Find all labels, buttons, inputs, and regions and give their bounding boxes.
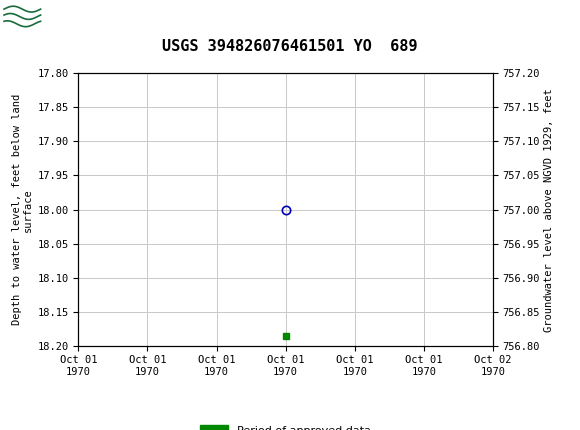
Legend: Period of approved data: Period of approved data	[196, 421, 375, 430]
Y-axis label: Depth to water level, feet below land
surface: Depth to water level, feet below land su…	[12, 94, 33, 325]
Y-axis label: Groundwater level above NGVD 1929, feet: Groundwater level above NGVD 1929, feet	[545, 88, 554, 332]
Text: USGS: USGS	[72, 9, 116, 27]
Bar	[3, 3, 67, 34]
Text: USGS 394826076461501 YO  689: USGS 394826076461501 YO 689	[162, 39, 418, 54]
